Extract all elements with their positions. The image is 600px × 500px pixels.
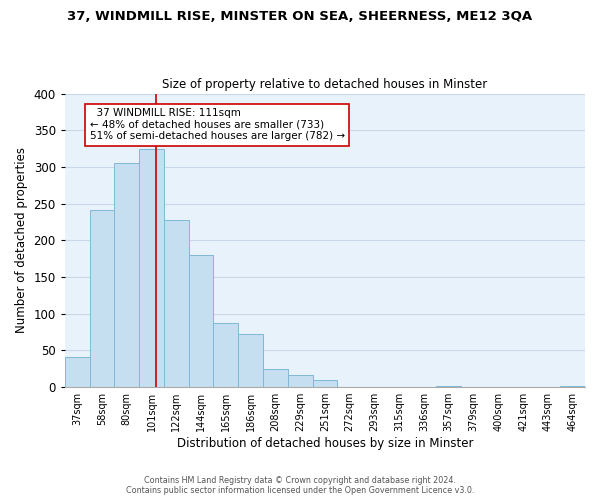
Bar	[139, 148, 164, 387]
Bar	[214, 323, 238, 387]
Bar	[238, 334, 263, 387]
Text: 37 WINDMILL RISE: 111sqm
← 48% of detached houses are smaller (733)
51% of semi-: 37 WINDMILL RISE: 111sqm ← 48% of detach…	[89, 108, 345, 142]
Bar	[313, 380, 337, 387]
Bar	[263, 368, 288, 387]
Text: Contains HM Land Registry data © Crown copyright and database right 2024.
Contai: Contains HM Land Registry data © Crown c…	[126, 476, 474, 495]
Bar	[436, 386, 461, 387]
X-axis label: Distribution of detached houses by size in Minster: Distribution of detached houses by size …	[176, 437, 473, 450]
Bar	[164, 220, 188, 387]
Bar	[115, 164, 139, 387]
Bar	[89, 210, 115, 387]
Bar	[65, 357, 89, 387]
Bar	[560, 386, 585, 387]
Bar	[188, 255, 214, 387]
Text: 37, WINDMILL RISE, MINSTER ON SEA, SHEERNESS, ME12 3QA: 37, WINDMILL RISE, MINSTER ON SEA, SHEER…	[67, 10, 533, 23]
Title: Size of property relative to detached houses in Minster: Size of property relative to detached ho…	[162, 78, 488, 91]
Y-axis label: Number of detached properties: Number of detached properties	[15, 148, 28, 334]
Bar	[288, 374, 313, 387]
